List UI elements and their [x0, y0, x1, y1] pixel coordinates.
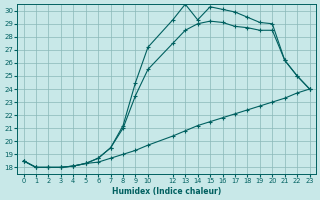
X-axis label: Humidex (Indice chaleur): Humidex (Indice chaleur)	[112, 187, 221, 196]
